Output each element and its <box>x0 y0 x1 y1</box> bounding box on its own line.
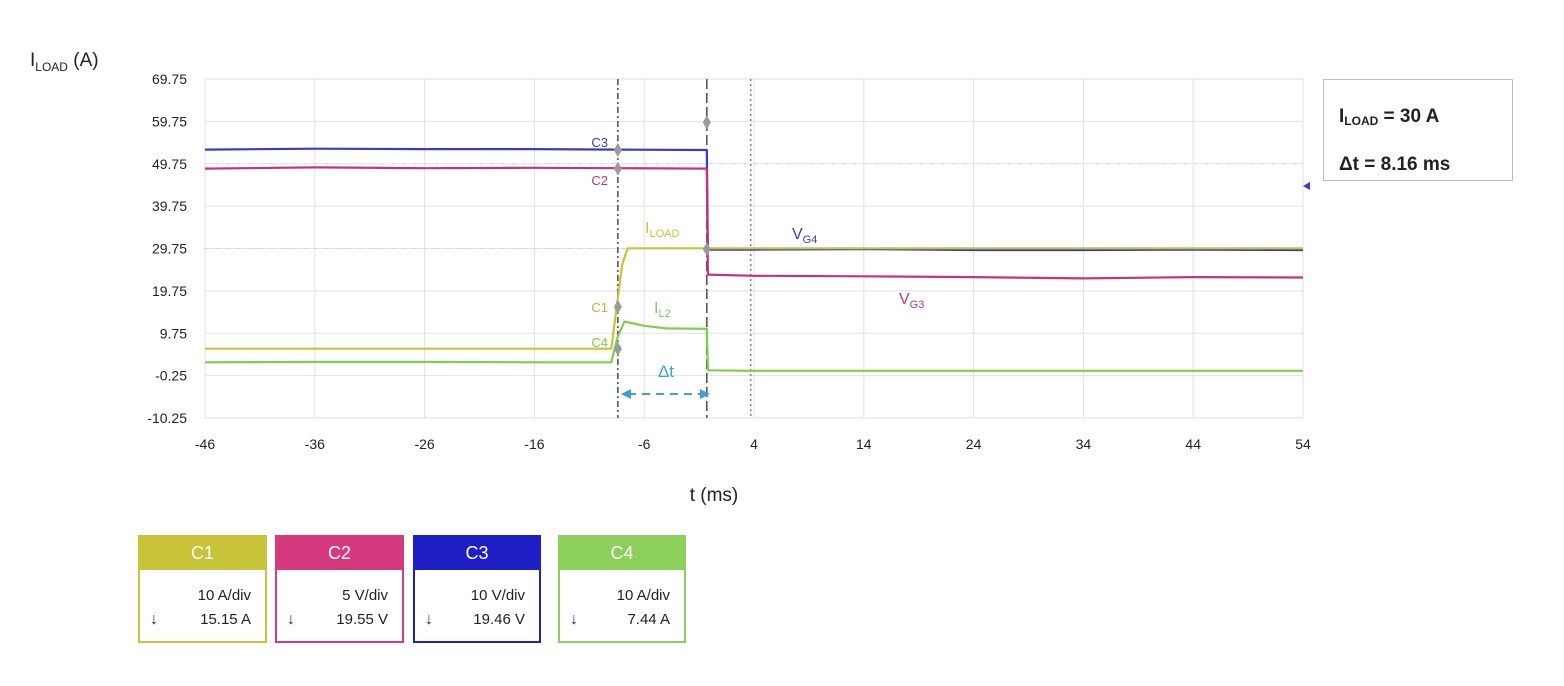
delta-t-value: Δt = 8.16 ms <box>1339 154 1451 175</box>
delta-t-label: Δt <box>658 362 674 381</box>
channel-c3-scale: 10 V/div <box>470 587 525 604</box>
measurement-info-box: ILOAD = 30 A Δt = 8.16 ms <box>1323 79 1513 181</box>
y-tick-label: -10.25 <box>147 410 187 426</box>
c2-marker-label: C2 <box>591 173 608 188</box>
channel-c4-header: C4 <box>560 537 684 570</box>
x-tick-label: -16 <box>524 436 544 452</box>
x-tick-label: 54 <box>1295 436 1311 452</box>
cursor-markers <box>613 115 711 356</box>
delta-t-arrowhead-right <box>700 389 710 399</box>
offset-arrow-icon: ↓ <box>287 611 295 628</box>
offset-arrow-icon: ↓ <box>425 611 433 628</box>
offset-arrow-icon: ↓ <box>150 611 158 628</box>
channel-c2-scale: 5 V/div <box>342 587 388 604</box>
cursor-grab-marker <box>702 115 711 130</box>
y-tick-label: 19.75 <box>152 283 187 299</box>
x-tick-label: -46 <box>195 436 215 452</box>
x-tick-labels: -46 -36 -26 -16 -6 4 14 24 34 44 54 <box>195 436 1311 452</box>
y-tick-label: 69.75 <box>152 71 187 87</box>
x-tick-label: -36 <box>305 436 325 452</box>
trigger-level-marker <box>1303 182 1310 190</box>
iload-value: ILOAD = 30 A <box>1339 106 1440 128</box>
channel-c2-offset: 19.55 V <box>336 611 388 628</box>
y-tick-labels: -10.25 -0.25 9.75 19.75 29.75 39.75 49.75 59.75… <box>147 71 187 426</box>
x-tick-label: 44 <box>1185 436 1201 452</box>
cursor-grab-marker <box>613 341 622 356</box>
c4-marker-label: C4 <box>591 335 608 350</box>
y-tick-label: 9.75 <box>160 325 187 341</box>
x-tick-label: 4 <box>750 436 758 452</box>
x-tick-label: 14 <box>856 436 872 452</box>
y-tick-label: -0.25 <box>155 368 187 384</box>
iload-trace-label: ILOAD <box>645 220 679 240</box>
vg4-trace-label: VG4 <box>792 226 817 246</box>
cursor-grab-marker <box>613 142 622 157</box>
x-tick-label: -6 <box>638 436 651 452</box>
cursor-grab-marker <box>613 299 622 314</box>
y-axis-label: ILOAD (A) <box>30 50 99 74</box>
y-tick-label: 39.75 <box>152 198 187 214</box>
y-tick-label: 29.75 <box>152 241 187 257</box>
c3-marker-label: C3 <box>591 135 608 150</box>
y-tick-label: 49.75 <box>152 156 187 172</box>
channel-c1-header: C1 <box>140 537 265 570</box>
channel-c3-box: C3 10 V/div ↓ 19.46 V <box>413 535 541 643</box>
y-tick-label: 59.75 <box>152 113 187 129</box>
cursor-grab-marker <box>702 242 711 257</box>
channel-c2-header: C2 <box>277 537 402 570</box>
channel-c1-offset: 15.15 A <box>200 611 251 628</box>
channel-c4-offset: 7.44 A <box>627 611 670 628</box>
channel-c1-scale: 10 A/div <box>197 587 251 604</box>
il2-trace-label: IL2 <box>654 300 671 320</box>
delta-t-arrowhead-left <box>621 389 631 399</box>
channel-c3-header: C3 <box>415 537 539 570</box>
channel-c2-box: C2 5 V/div ↓ 19.55 V <box>275 535 404 643</box>
x-tick-label: 24 <box>966 436 982 452</box>
channel-c3-offset: 19.46 V <box>473 611 525 628</box>
cursor-grab-marker <box>613 161 622 176</box>
x-tick-label: -26 <box>414 436 434 452</box>
channel-c4-box: C4 10 A/div ↓ 7.44 A <box>558 535 686 643</box>
c1-marker-label: C1 <box>591 300 608 315</box>
channel-c4-scale: 10 A/div <box>616 587 670 604</box>
series-line-il2 <box>204 320 1303 372</box>
channel-c1-box: C1 10 A/div ↓ 15.15 A <box>138 535 267 643</box>
x-tick-label: 34 <box>1076 436 1092 452</box>
offset-arrow-icon: ↓ <box>570 611 578 628</box>
series-line-vg3 <box>204 166 1304 280</box>
x-axis-label: t (ms) <box>690 485 739 506</box>
vg3-trace-label: VG3 <box>899 291 924 311</box>
series-line-iload <box>205 247 1303 350</box>
